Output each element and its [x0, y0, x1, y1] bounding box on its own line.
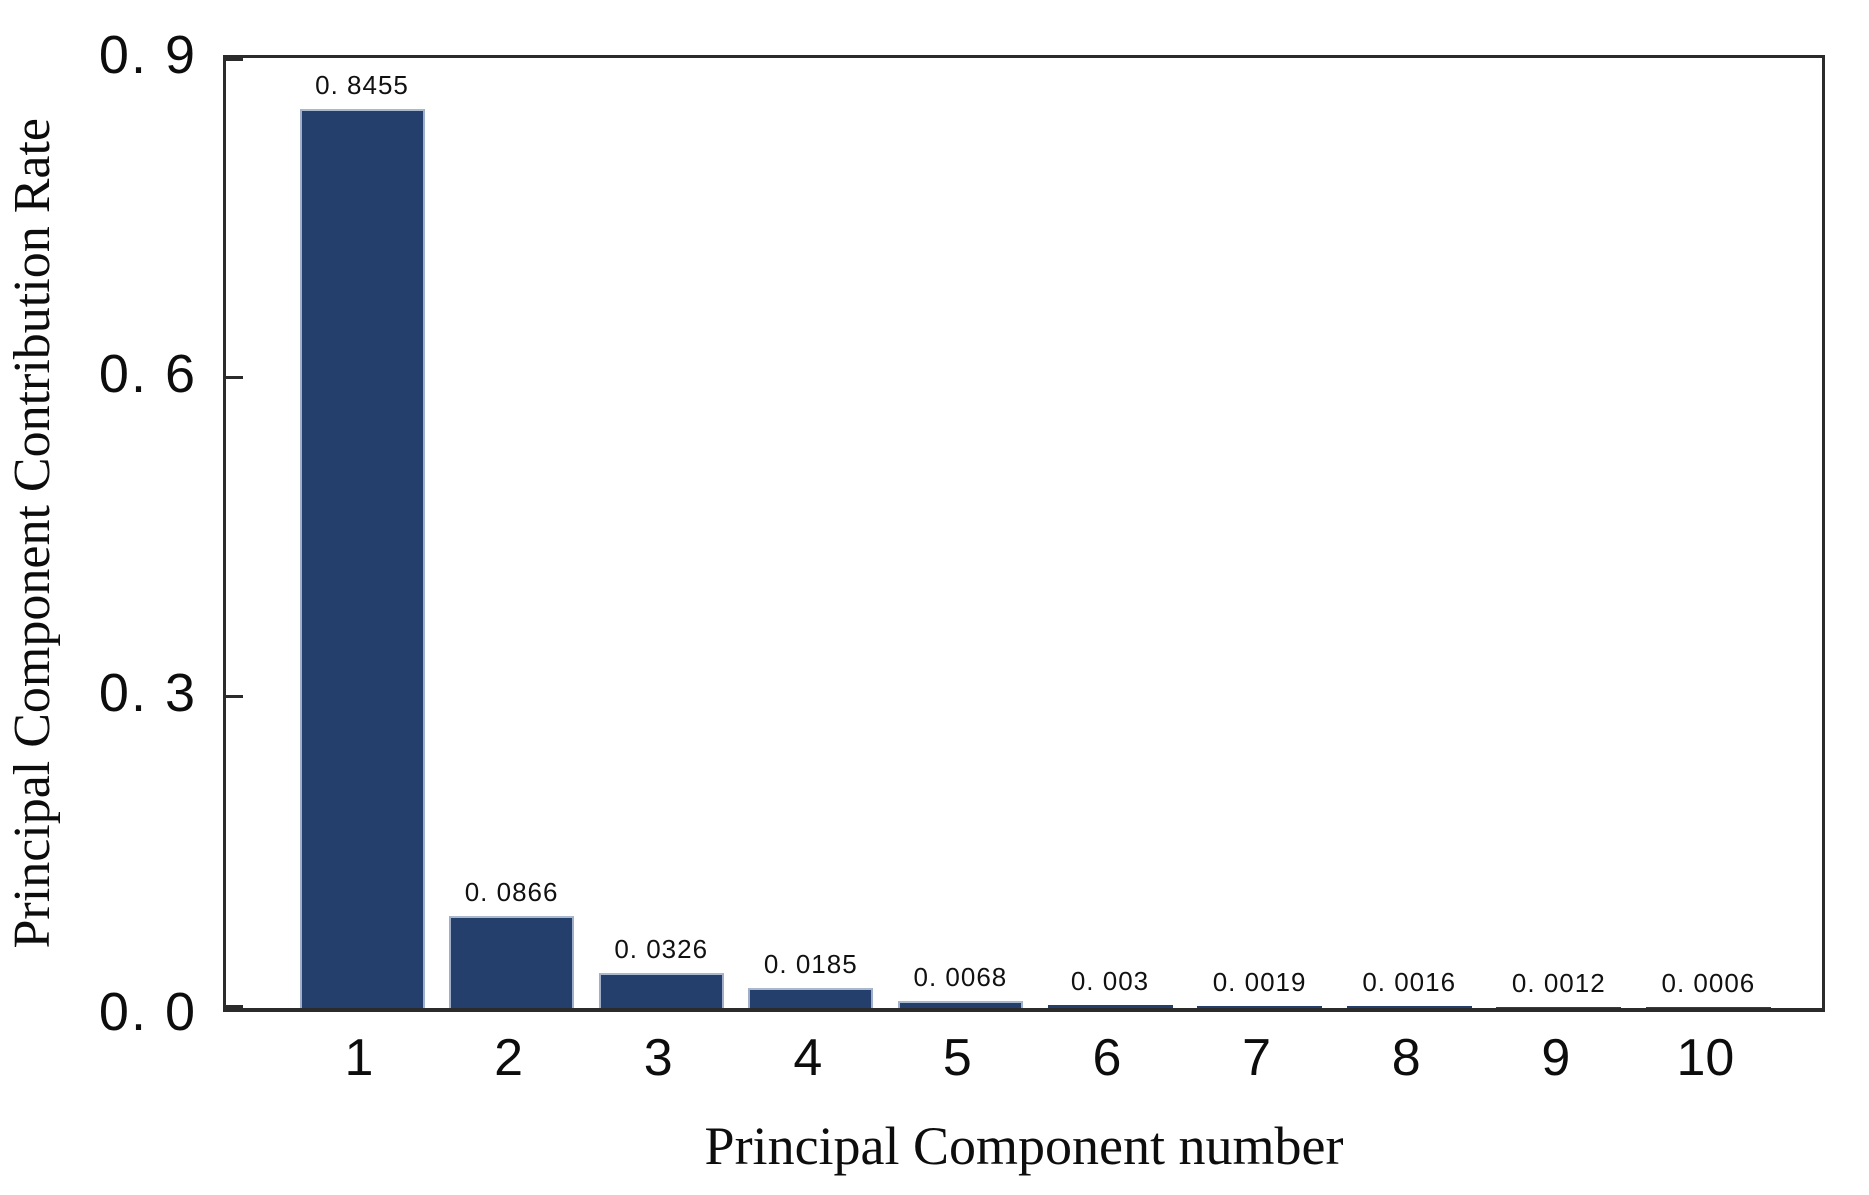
bar — [897, 1000, 1023, 1008]
bar-value-label: 0. 003 — [1070, 965, 1150, 996]
x-tick-label: 2 — [494, 1029, 524, 1087]
bar — [1496, 1006, 1622, 1008]
x-tick-label: 5 — [942, 1029, 972, 1087]
bar — [449, 915, 575, 1008]
bar-value-label: 0. 0866 — [464, 876, 559, 907]
y-axis-title: Principal Component Contribution Rate — [0, 55, 64, 1012]
bar-value-label: 0. 0016 — [1362, 967, 1457, 998]
bar — [1645, 1007, 1771, 1008]
bar — [748, 988, 874, 1008]
x-tick-label: 6 — [1092, 1029, 1122, 1087]
plot-inner: 0. 8455 0. 0866 0. 0326 0. 0185 0. 0068 0. 00… — [226, 58, 1822, 1008]
y-tick-label: 0. 9 — [98, 25, 197, 85]
bar-value-label: 0. 8455 — [315, 69, 409, 100]
bar-value-label: 0. 0012 — [1511, 967, 1606, 998]
x-axis-title: Principal Component number — [704, 1116, 1344, 1176]
bar-value-label: 0. 0068 — [913, 961, 1008, 992]
y-tick-label: 0. 3 — [98, 663, 197, 723]
bar-value-label: 0. 0006 — [1661, 968, 1756, 999]
y-tick-mark — [226, 375, 243, 379]
bar — [1047, 1004, 1173, 1008]
bar-value-label: 0. 0326 — [614, 934, 709, 965]
y-tick-mark — [226, 694, 243, 698]
bar-value-label: 0. 0019 — [1212, 966, 1307, 997]
plot-area: 0. 8455 0. 0866 0. 0326 0. 0185 0. 0068 0. 00… — [223, 55, 1825, 1012]
x-tick-label: 4 — [793, 1029, 823, 1087]
x-tick-label: 9 — [1541, 1029, 1571, 1087]
x-tick-label: 7 — [1242, 1029, 1272, 1087]
bar — [598, 973, 724, 1008]
y-tick-label: 0. 0 — [98, 982, 197, 1042]
y-tick-mark — [226, 1005, 243, 1008]
x-tick-label: 3 — [643, 1029, 673, 1087]
bar — [1197, 1005, 1323, 1008]
y-tick-mark — [226, 58, 243, 61]
y-axis-title-text: Principal Component Contribution Rate — [3, 118, 61, 949]
y-tick-label: 0. 6 — [98, 344, 197, 404]
bar — [299, 108, 425, 1008]
x-tick-label: 10 — [1676, 1029, 1735, 1087]
bar — [1346, 1006, 1472, 1008]
bar-value-label: 0. 0185 — [763, 949, 858, 980]
x-tick-label: 1 — [344, 1029, 374, 1087]
x-tick-label: 8 — [1391, 1029, 1421, 1087]
